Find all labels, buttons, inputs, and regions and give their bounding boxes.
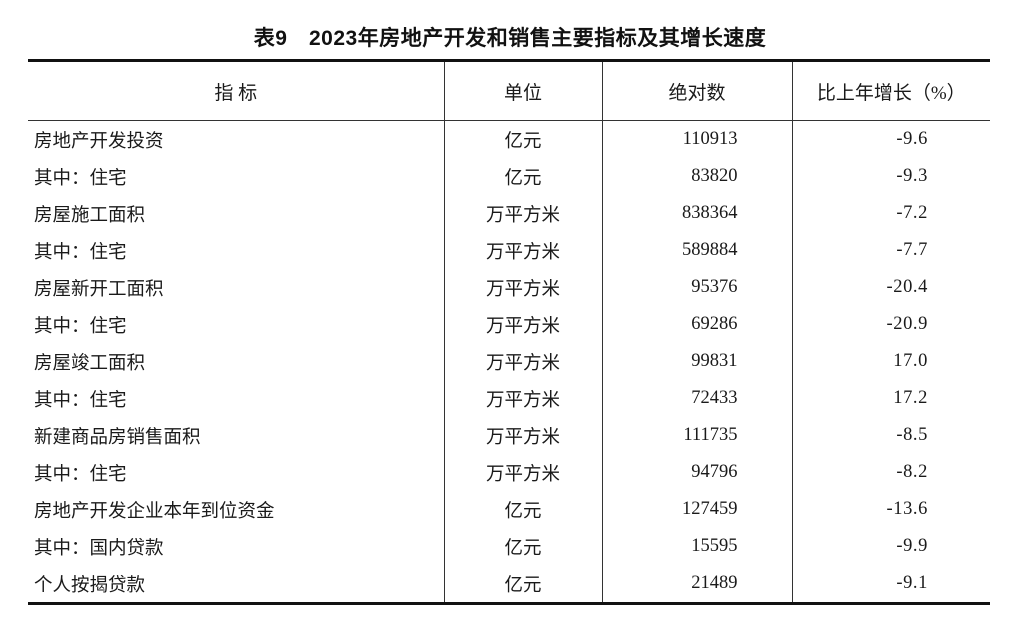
table-row: 其中：住宅 亿元 83820 -9.3 — [28, 158, 990, 195]
cell-absolute-value: 589884 — [601, 232, 792, 269]
cell-absolute-value: 127459 — [601, 491, 792, 528]
cell-absolute-value: 99831 — [601, 343, 792, 380]
cell-absolute-value: 15595 — [601, 528, 792, 565]
cell-growth-rate: -9.3 — [791, 158, 990, 195]
cell-indicator: 其中：国内贷款 — [34, 538, 164, 559]
cell-growth-rate: 17.2 — [791, 380, 990, 417]
cell-indicator: 房屋新开工面积 — [34, 279, 164, 300]
cell-indicator: 新建商品房销售面积 — [34, 427, 201, 448]
cell-absolute-value: 95376 — [601, 269, 792, 306]
cell-growth-rate: -8.2 — [791, 454, 990, 491]
cell-unit: 亿元 — [443, 491, 602, 528]
cell-growth-rate: -9.6 — [791, 120, 990, 158]
cell-growth-rate: -20.9 — [791, 306, 990, 343]
cell-growth-rate: -13.6 — [791, 491, 990, 528]
cell-unit: 万平方米 — [443, 195, 602, 232]
cell-growth-rate: -20.4 — [791, 269, 990, 306]
table-body: 房地产开发投资 亿元 110913 -9.6 其中：住宅 亿元 83820 -9.3 房屋施工面… — [28, 120, 990, 604]
cell-indicator: 房屋竣工面积 — [34, 353, 146, 374]
cell-unit: 万平方米 — [443, 343, 602, 380]
table-row: 新建商品房销售面积 万平方米 111735 -8.5 — [28, 417, 990, 454]
cell-growth-rate: -8.5 — [791, 417, 990, 454]
table-row: 房屋竣工面积 万平方米 99831 17.0 — [28, 343, 990, 380]
cell-growth-rate: -9.1 — [791, 565, 990, 604]
cell-unit: 亿元 — [443, 158, 602, 195]
table-row: 房屋新开工面积 万平方米 95376 -20.4 — [28, 269, 990, 306]
cell-growth-rate: -7.7 — [791, 232, 990, 269]
table-row: 房地产开发企业本年到位资金 亿元 127459 -13.6 — [28, 491, 990, 528]
cell-indicator: 房屋施工面积 — [34, 205, 146, 226]
cell-unit: 亿元 — [443, 565, 602, 604]
cell-growth-rate: -7.2 — [791, 195, 990, 232]
table-row: 个人按揭贷款 亿元 21489 -9.1 — [28, 565, 990, 604]
cell-absolute-value: 83820 — [601, 158, 792, 195]
table-row: 其中：住宅 万平方米 94796 -8.2 — [28, 454, 990, 491]
column-header-absolute: 绝对数 — [601, 60, 792, 121]
cell-indicator: 其中：住宅 — [34, 464, 127, 485]
cell-unit: 万平方米 — [443, 380, 602, 417]
cell-growth-rate: 17.0 — [791, 343, 990, 380]
table-row: 房屋施工面积 万平方米 838364 -7.2 — [28, 195, 990, 232]
cell-indicator: 其中：住宅 — [34, 242, 127, 263]
cell-absolute-value: 69286 — [601, 306, 792, 343]
column-header-indicator: 指 标 — [28, 60, 444, 121]
cell-unit: 万平方米 — [443, 306, 602, 343]
page-title: 表9 2023年房地产开发和销售主要指标及其增长速度 — [253, 27, 767, 50]
cell-unit: 万平方米 — [443, 417, 602, 454]
table-header: 指 标 单位 绝对数 比上年增长（%） — [28, 60, 990, 121]
cell-indicator: 其中：住宅 — [34, 168, 127, 189]
cell-indicator: 房地产开发投资 — [34, 131, 164, 152]
cell-absolute-value: 94796 — [601, 454, 792, 491]
table-row: 其中：住宅 万平方米 589884 -7.7 — [28, 232, 990, 269]
column-header-growth: 比上年增长（%） — [791, 60, 990, 121]
cell-unit: 万平方米 — [443, 454, 602, 491]
cell-indicator: 个人按揭贷款 — [34, 575, 146, 596]
table-row: 其中：住宅 万平方米 72433 17.2 — [28, 380, 990, 417]
table-row: 房地产开发投资 亿元 110913 -9.6 — [28, 120, 990, 158]
table-row: 其中：国内贷款 亿元 15595 -9.9 — [28, 528, 990, 565]
cell-absolute-value: 72433 — [601, 380, 792, 417]
header-row: 指 标 单位 绝对数 比上年增长（%） — [28, 60, 990, 121]
column-header-unit: 单位 — [443, 60, 602, 121]
cell-indicator: 其中：住宅 — [34, 316, 127, 337]
statistics-table-container: 指 标 单位 绝对数 比上年增长（%） 房地产开发投资 亿元 110913 -9.6 其… — [28, 59, 990, 605]
cell-unit: 亿元 — [443, 120, 602, 158]
cell-indicator: 其中：住宅 — [34, 390, 127, 411]
cell-absolute-value: 21489 — [601, 565, 792, 604]
cell-absolute-value: 838364 — [601, 195, 792, 232]
cell-unit: 万平方米 — [443, 269, 602, 306]
cell-unit: 万平方米 — [443, 232, 602, 269]
cell-unit: 亿元 — [443, 528, 602, 565]
cell-absolute-value: 110913 — [601, 120, 792, 158]
statistics-table: 指 标 单位 绝对数 比上年增长（%） 房地产开发投资 亿元 110913 -9.6 其… — [28, 59, 990, 605]
cell-growth-rate: -9.9 — [791, 528, 990, 565]
table-row: 其中：住宅 万平方米 69286 -20.9 — [28, 306, 990, 343]
cell-indicator: 房地产开发企业本年到位资金 — [34, 501, 275, 522]
cell-absolute-value: 111735 — [601, 417, 792, 454]
